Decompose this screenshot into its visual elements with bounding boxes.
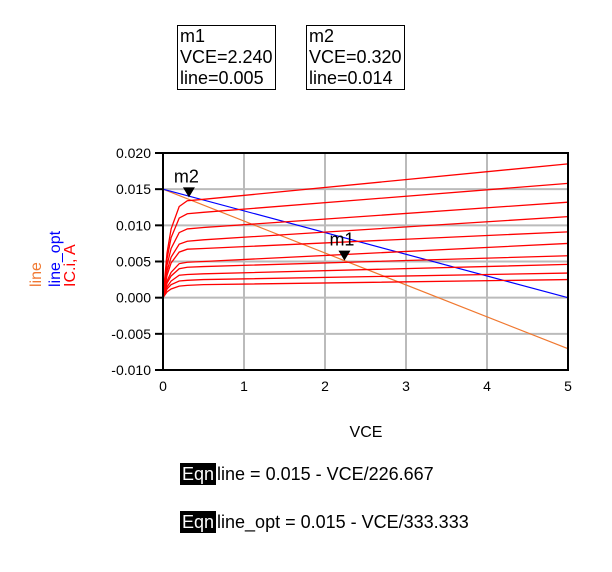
marker-readout-m2[interactable]: m2 VCE=0.320 line=0.014 xyxy=(306,25,405,90)
y-legend-line: line xyxy=(28,262,45,287)
x-tick-label: 2 xyxy=(321,378,329,394)
series-ic-curve xyxy=(162,201,569,298)
y-tick-label: -0.005 xyxy=(111,326,151,342)
y-tick-label: -0.010 xyxy=(111,362,151,378)
y-tick-label: 0.010 xyxy=(116,217,151,233)
x-axis-label: VCE xyxy=(350,424,383,441)
marker-name: m2 xyxy=(309,26,335,46)
series-ic-curve xyxy=(162,263,569,298)
y-legend-line-opt: line_opt xyxy=(47,230,64,287)
y-tick-label: 0.000 xyxy=(116,290,151,306)
series-ic-curve xyxy=(162,163,569,298)
eqn-tag: Eqn xyxy=(180,463,217,485)
equation-line[interactable]: Eqn line = 0.015 - VCE/226.667 xyxy=(180,463,434,485)
y-tick-label: 0.005 xyxy=(116,254,151,270)
series-ic-curve xyxy=(162,272,569,298)
x-tick-label: 1 xyxy=(240,378,248,394)
marker-name: m1 xyxy=(180,26,206,46)
equation-line-opt[interactable]: Eqn line_opt = 0.015 - VCE/333.333 xyxy=(180,511,469,533)
marker-m1-label: m1 xyxy=(329,230,354,250)
series-ic-curve xyxy=(162,255,569,298)
series-ic-curve xyxy=(162,231,569,298)
x-tick-label: 4 xyxy=(483,378,491,394)
series-ic-curve xyxy=(162,216,569,298)
marker-readout-m1[interactable]: m1 VCE=2.240 line=0.005 xyxy=(177,25,276,90)
marker-value: line=0.005 xyxy=(180,68,264,88)
marker-vce: VCE=2.240 xyxy=(180,47,273,67)
marker-vce: VCE=0.320 xyxy=(309,47,402,67)
y-tick-label: 0.015 xyxy=(116,181,151,197)
equation-text: line = 0.015 - VCE/226.667 xyxy=(217,464,434,484)
eqn-tag: Eqn xyxy=(180,511,217,533)
series-ic-curve xyxy=(162,182,569,298)
x-tick-label: 5 xyxy=(564,378,572,394)
marker-m2-label: m2 xyxy=(174,166,199,186)
series-ic-curve xyxy=(162,242,569,298)
marker-m2-triangle xyxy=(182,187,195,198)
x-tick-label: 3 xyxy=(402,378,410,394)
x-tick-label: 0 xyxy=(159,378,167,394)
equation-text: line_opt = 0.015 - VCE/333.333 xyxy=(217,512,469,532)
series-line xyxy=(162,188,569,350)
y-tick-label: 0.020 xyxy=(116,145,151,161)
marker-m1-triangle xyxy=(338,250,351,261)
series-line-opt xyxy=(162,188,569,299)
series-ic-curve xyxy=(162,278,569,299)
marker-value: line=0.014 xyxy=(309,68,393,88)
y-legend-ic: IC.i, A xyxy=(62,244,79,287)
